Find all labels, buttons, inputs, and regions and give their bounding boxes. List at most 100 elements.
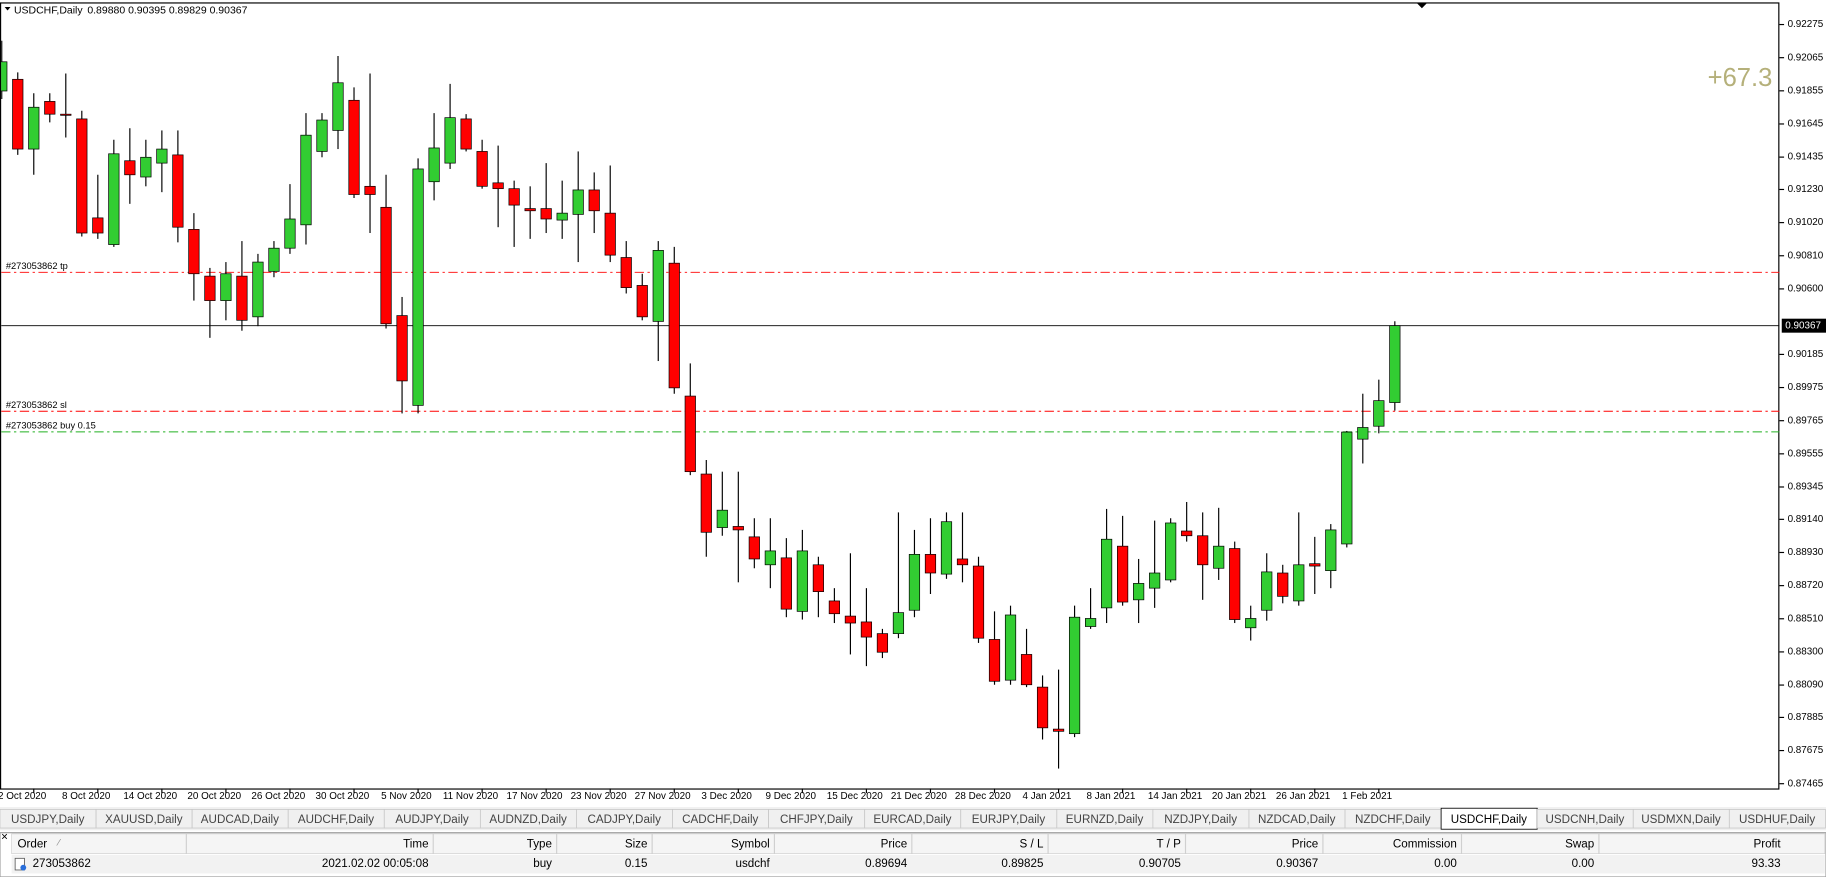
chart-tab-label[interactable]: AUDCAD,Daily [201,813,279,826]
column-header[interactable]: Price [881,837,908,850]
y-tick-label: 0.89555 [1788,448,1824,459]
column-header[interactable]: Profit [1753,837,1781,850]
chart-header: USDCHF,Daily 0.89880 0.90395 0.89829 0.9… [14,5,248,16]
y-tick-label: 0.92065 [1788,52,1824,63]
order-cell: 2021.02.02 00:05:08 [322,857,429,870]
price-box-label: 0.90367 [1785,320,1821,331]
y-tick-label: 0.89975 [1788,382,1824,393]
candle-body-up [140,156,152,178]
candle-body-down [380,206,392,325]
candle-body-up [1068,616,1081,735]
x-tick-label: 11 Nov 2020 [443,791,499,802]
candle-body-down [1052,728,1065,732]
chart-frame [0,2,1780,790]
candle-body-down [1117,545,1129,603]
candle-body-up [1245,618,1257,629]
chart-tab-label[interactable]: CADJPY,Daily [587,813,661,826]
candle-body-down [684,395,696,473]
candle-body-down [588,189,600,212]
candle-body-up [892,612,905,634]
y-tick-label: 0.91435 [1788,152,1824,163]
chart-tab-label[interactable]: XAUUSD,Daily [105,813,183,826]
chart-tab-label[interactable]: USDCNH,Daily [1546,813,1625,826]
column-header[interactable]: Symbol [731,837,770,850]
order-level-label: #273053862 tp [6,261,68,271]
candle-body-down [828,600,840,615]
y-tick-label: 0.92275 [1788,19,1824,30]
candle-body-up [1293,564,1305,602]
candle-body-up [1133,583,1145,601]
candle-body-down [860,621,873,638]
candle-body-down [1197,535,1209,566]
column-header[interactable]: Size [625,837,648,850]
candle-body-up [1,61,8,92]
chart-tab-label[interactable]: AUDCHF,Daily [298,813,374,826]
chart-tab-label[interactable]: USDJPY,Daily [11,813,85,826]
shift-marker [1417,3,1427,9]
chart-tab-label[interactable]: NZDCHF,Daily [1355,813,1431,826]
y-tick-label: 0.88720 [1788,580,1824,591]
x-tick-label: 21 Dec 2020 [891,791,948,802]
y-tick-label: 0.89140 [1788,514,1824,525]
x-tick-label: 2 Oct 2020 [0,791,47,802]
column-header[interactable]: Swap [1565,837,1594,850]
candle-body-up [572,189,584,215]
candle-body-up [332,82,344,131]
candle-body-up [156,148,168,164]
chart-tab[interactable] [1728,808,1826,829]
candle-body-up [1085,618,1097,627]
x-tick-label: 26 Jan 2021 [1276,791,1331,802]
candle-body-down [748,536,760,560]
column-header[interactable]: Time [403,837,428,850]
y-tick-label: 0.91230 [1788,184,1824,195]
column-header[interactable]: Price [1292,837,1319,850]
chart-tab-label[interactable]: CADCHF,Daily [682,813,758,826]
table-header-bg [11,833,1826,855]
candle-body-up [1165,522,1177,581]
chart-tab-label[interactable]: NZDJPY,Daily [1164,813,1237,826]
x-tick-label: 14 Jan 2021 [1148,791,1203,802]
column-header[interactable]: Commission [1393,837,1457,850]
candle-body-up [908,554,921,611]
y-tick-label: 0.87465 [1788,778,1824,789]
candle-body-up [1101,538,1113,609]
candle-body-up [444,117,456,164]
column-header[interactable]: Type [527,837,552,850]
candle-body-down [956,558,969,566]
x-tick-label: 3 Dec 2020 [701,791,752,802]
chart-tab-label[interactable]: CHFJPY,Daily [780,813,853,826]
candle-body-down [508,188,520,206]
column-header[interactable]: T / P [1157,837,1182,850]
candle-body-down [1229,548,1241,620]
chart-tab-label[interactable]: EURCAD,Daily [873,813,951,826]
x-tick-label: 20 Jan 2021 [1212,791,1267,802]
chart-tab-label[interactable]: AUDNZD,Daily [489,813,567,826]
candle-body-down [348,99,360,195]
order-cell: buy [533,857,552,870]
candle-body-up [940,521,953,575]
column-header[interactable]: S / L [1020,837,1044,850]
candle-body-up [1341,431,1353,545]
chart-tab-label[interactable]: USDMXN,Daily [1641,813,1721,826]
candle-body-down [524,208,536,212]
chart-tab-label[interactable]: EURJPY,Daily [972,813,1046,826]
column-header[interactable]: Order [17,837,47,850]
terminal-close[interactable]: × [1,830,8,843]
candle-body-down [364,185,376,195]
menu-arrow[interactable] [4,7,11,11]
candle-body-up [796,550,808,612]
chart-tab-label[interactable]: EURNZD,Daily [1066,813,1144,826]
chart-tab-label[interactable]: NZDCAD,Daily [1258,813,1336,826]
chart-tab-label[interactable]: AUDJPY,Daily [395,813,469,826]
order-cell: 0.15 [625,857,648,870]
y-tick-label: 0.89765 [1788,415,1824,426]
candle-body-down [972,565,985,639]
candle-body-down [1036,686,1049,729]
chart-tab-label[interactable]: USDHUF,Daily [1739,813,1815,826]
y-tick-label: 0.91645 [1788,119,1824,130]
candle-body-up [1373,400,1385,427]
chart-tab-label[interactable]: USDCHF,Daily [1451,813,1527,826]
candle-body-down [1181,530,1193,537]
candle-body-up [252,261,264,318]
